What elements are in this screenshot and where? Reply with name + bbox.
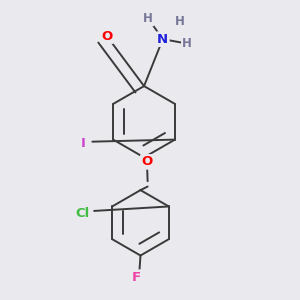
Text: H: H [182, 37, 192, 50]
Text: H: H [175, 15, 185, 28]
Text: H: H [143, 12, 153, 25]
Text: F: F [132, 271, 141, 284]
Text: O: O [141, 155, 153, 168]
Text: I: I [81, 137, 86, 150]
Text: N: N [157, 33, 168, 46]
Text: Cl: Cl [75, 207, 89, 220]
Text: O: O [101, 30, 112, 43]
